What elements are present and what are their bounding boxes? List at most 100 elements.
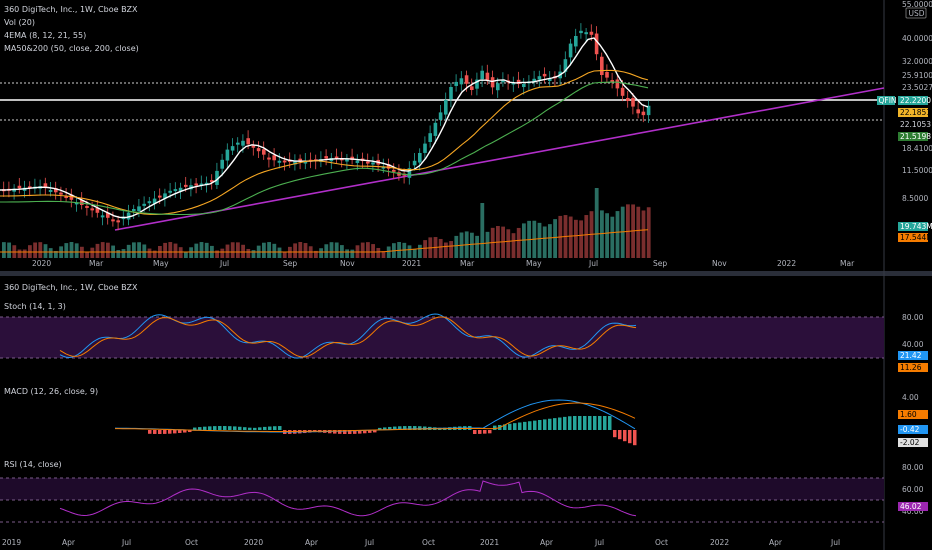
volume-ma-line[interactable] xyxy=(0,229,649,253)
candle[interactable] xyxy=(28,186,32,189)
candle[interactable] xyxy=(90,208,94,211)
main-time-axis[interactable]: 2020 Mar May Jul Sep Nov 2021 Mar May Jul Sep Nov 20… xyxy=(32,259,855,268)
candle[interactable] xyxy=(485,72,490,81)
candle[interactable] xyxy=(111,219,115,222)
candle[interactable] xyxy=(64,196,68,199)
candle[interactable] xyxy=(600,56,604,75)
candle[interactable] xyxy=(74,202,79,205)
rsi-line[interactable] xyxy=(59,480,637,517)
candle[interactable] xyxy=(563,59,568,72)
stoch-d-line[interactable] xyxy=(59,316,637,358)
candle[interactable] xyxy=(147,201,152,204)
candle[interactable] xyxy=(132,209,136,211)
candle[interactable] xyxy=(256,148,261,152)
indicator-ema[interactable]: 4EMA (8, 12, 21, 55) xyxy=(4,31,86,40)
candle[interactable] xyxy=(438,112,443,120)
macd-histogram[interactable] xyxy=(148,416,637,446)
candle[interactable] xyxy=(48,189,53,192)
candle[interactable] xyxy=(293,161,297,165)
candle[interactable] xyxy=(615,79,620,89)
candle[interactable] xyxy=(251,145,256,148)
candle[interactable] xyxy=(85,205,89,208)
candle[interactable] xyxy=(574,36,578,47)
candle[interactable] xyxy=(116,220,120,223)
candle[interactable] xyxy=(246,138,250,145)
currency-badge[interactable] xyxy=(905,7,927,19)
candle[interactable] xyxy=(407,168,412,178)
candle[interactable] xyxy=(522,84,526,88)
candle[interactable] xyxy=(178,187,183,192)
candle[interactable] xyxy=(605,72,609,78)
trend-line[interactable] xyxy=(114,87,885,231)
candle[interactable] xyxy=(272,155,276,161)
candle[interactable] xyxy=(168,190,172,193)
candle[interactable] xyxy=(303,160,308,164)
candle[interactable] xyxy=(366,161,370,164)
candle[interactable] xyxy=(194,183,198,186)
candle[interactable] xyxy=(470,86,474,90)
candle[interactable] xyxy=(444,100,448,115)
candle[interactable] xyxy=(579,30,583,34)
candle[interactable] xyxy=(184,184,188,187)
candle[interactable] xyxy=(12,188,16,192)
candle[interactable] xyxy=(199,183,204,186)
candle[interactable] xyxy=(589,31,594,35)
candle[interactable] xyxy=(516,79,521,85)
rsi-title[interactable]: RSI (14, close) xyxy=(4,460,62,469)
candle[interactable] xyxy=(548,79,552,81)
panel-separator[interactable] xyxy=(0,271,932,276)
candle[interactable] xyxy=(236,142,240,145)
ema-line-slow[interactable] xyxy=(0,69,649,216)
candle[interactable] xyxy=(262,149,266,155)
candle[interactable] xyxy=(225,149,230,161)
candle[interactable] xyxy=(454,81,458,86)
candle[interactable] xyxy=(475,79,479,89)
ticker-badge[interactable] xyxy=(877,96,895,105)
candle[interactable] xyxy=(158,195,162,198)
candle[interactable] xyxy=(282,160,287,163)
candle[interactable] xyxy=(43,183,48,188)
candle[interactable] xyxy=(220,159,224,169)
candle[interactable] xyxy=(386,164,391,169)
candle[interactable] xyxy=(428,133,432,142)
candle[interactable] xyxy=(626,97,630,101)
candle[interactable] xyxy=(449,87,453,100)
candle[interactable] xyxy=(480,70,484,80)
candle[interactable] xyxy=(100,215,105,218)
candle[interactable] xyxy=(54,188,58,193)
candle[interactable] xyxy=(537,76,542,80)
candle[interactable] xyxy=(137,206,141,212)
volume-bars[interactable] xyxy=(2,188,651,258)
candle[interactable] xyxy=(496,83,500,91)
candle[interactable] xyxy=(464,75,469,84)
candle[interactable] xyxy=(636,109,640,114)
candle[interactable] xyxy=(345,159,349,162)
candle[interactable] xyxy=(334,156,339,159)
candle[interactable] xyxy=(210,180,214,183)
lower-time-axis[interactable]: 2019 Apr Jul Oct 2020 Apr Jul Oct 2021 Apr Jul Oct 2… xyxy=(2,538,840,547)
candle[interactable] xyxy=(371,162,375,165)
stoch-title[interactable]: Stoch (14, 1, 3) xyxy=(4,302,66,311)
candle[interactable] xyxy=(532,78,536,83)
candle[interactable] xyxy=(511,82,516,85)
candle[interactable] xyxy=(298,158,302,162)
candle[interactable] xyxy=(412,160,417,166)
candle[interactable] xyxy=(418,153,422,163)
candle[interactable] xyxy=(241,140,245,146)
candle[interactable] xyxy=(126,212,131,220)
macd-title[interactable]: MACD (12, 26, close, 9) xyxy=(4,387,98,396)
ma50-line[interactable] xyxy=(0,81,649,216)
candle[interactable] xyxy=(215,170,219,185)
candle[interactable] xyxy=(631,98,635,107)
candle[interactable] xyxy=(267,157,271,160)
candle[interactable] xyxy=(646,105,651,116)
indicator-vol[interactable]: Vol (20) xyxy=(4,18,35,27)
candle[interactable] xyxy=(392,169,396,172)
candles[interactable] xyxy=(2,23,651,231)
candle[interactable] xyxy=(324,156,328,159)
candle[interactable] xyxy=(610,80,614,83)
candle[interactable] xyxy=(641,111,646,116)
candle[interactable] xyxy=(381,166,386,169)
candle[interactable] xyxy=(69,194,74,200)
